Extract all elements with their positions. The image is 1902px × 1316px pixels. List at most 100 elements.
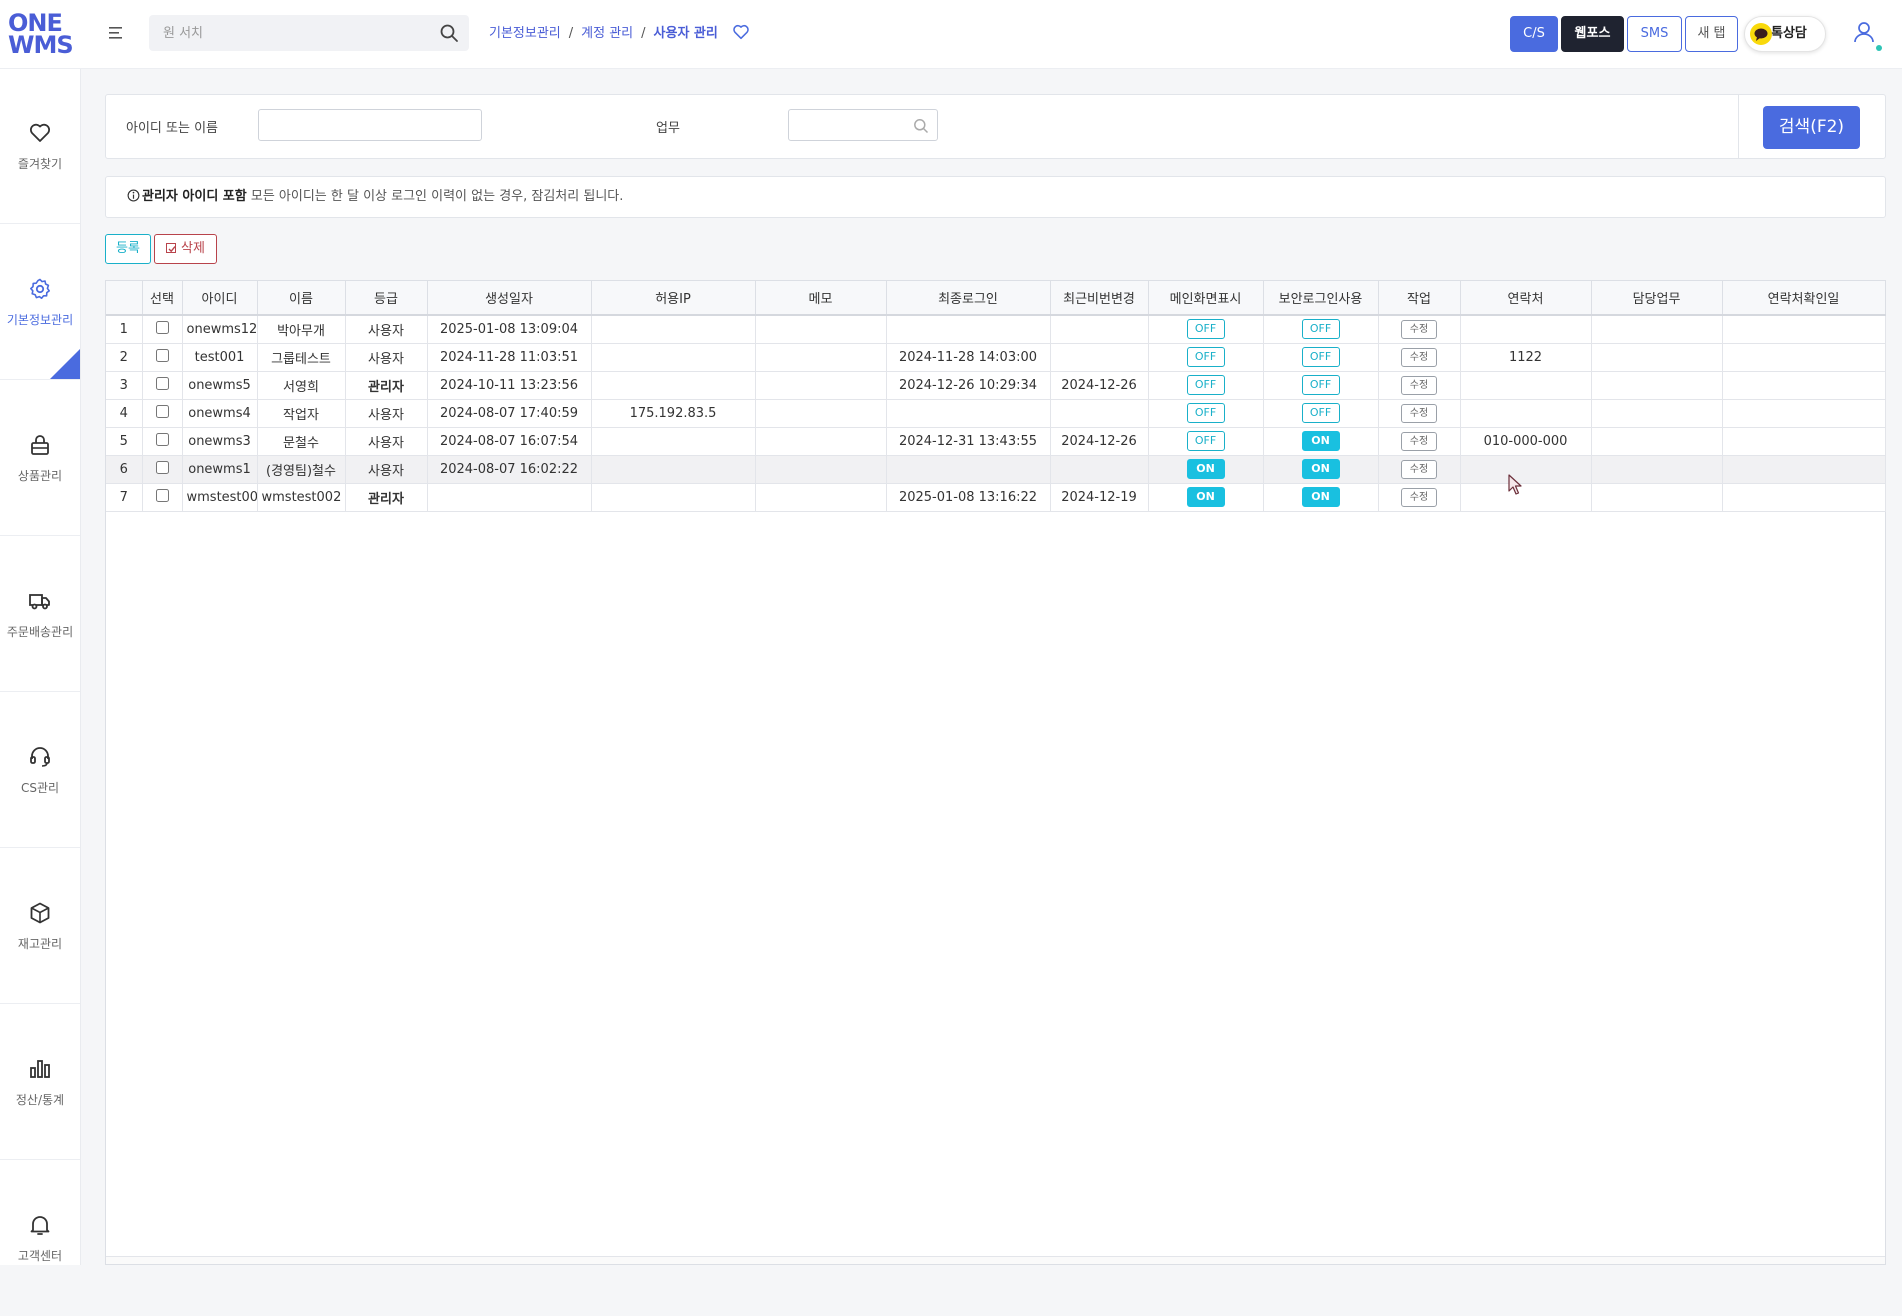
table-row[interactable]: 6 onewms1 (경영팀)철수 사용자 2024-08-07 16:02:22 ON O… bbox=[106, 455, 1886, 484]
user-profile-icon[interactable] bbox=[1852, 20, 1876, 44]
register-button[interactable]: 등록 bbox=[105, 234, 151, 264]
row-checkbox[interactable] bbox=[155, 488, 169, 502]
new-tab-button[interactable]: 새 탭 bbox=[1685, 16, 1738, 52]
table-row[interactable]: 5 onewms3 문철수 사용자 2024-08-07 16:07:54 2024-12… bbox=[106, 427, 1886, 456]
cell-id[interactable]: wmstest002 bbox=[182, 483, 258, 512]
edit-button[interactable]: 수정 bbox=[1401, 487, 1437, 507]
cell-id[interactable]: onewms12 bbox=[182, 315, 258, 344]
main_display-toggle[interactable]: OFF bbox=[1186, 319, 1225, 340]
search-icon[interactable] bbox=[439, 23, 459, 43]
sms-button[interactable]: SMS bbox=[1627, 16, 1682, 52]
secure_login-toggle[interactable]: ON bbox=[1301, 459, 1340, 479]
sidebar-item-products[interactable]: 상품관리 bbox=[0, 381, 80, 536]
col-header-grade[interactable]: 등급 bbox=[345, 281, 428, 316]
col-header-name[interactable]: 이름 bbox=[257, 281, 346, 316]
main_display-toggle[interactable]: OFF bbox=[1186, 431, 1225, 451]
cell-action: 수정 bbox=[1378, 315, 1461, 344]
sidebar-item-cs[interactable]: CS관리 bbox=[0, 693, 80, 848]
edit-button[interactable]: 수정 bbox=[1401, 459, 1437, 479]
cell-id[interactable]: onewms3 bbox=[182, 427, 258, 456]
main_display-toggle[interactable]: ON bbox=[1186, 459, 1225, 479]
sidebar-item-favorites[interactable]: 즐겨찾기 bbox=[0, 69, 80, 224]
cell-name[interactable]: 문철수 bbox=[257, 427, 346, 456]
cell-id[interactable]: onewms4 bbox=[182, 399, 258, 428]
webforce-button[interactable]: 웹포스 bbox=[1561, 16, 1624, 52]
row-checkbox[interactable] bbox=[155, 320, 169, 334]
col-header-main-display[interactable]: 메인화면표시 bbox=[1148, 281, 1264, 316]
col-header-select[interactable]: 선택 bbox=[142, 281, 183, 316]
table-row[interactable]: 4 onewms4 작업자 사용자 2024-08-07 17:40:59 175.192… bbox=[106, 399, 1886, 428]
col-header-contact-checked[interactable]: 연락처확인일 bbox=[1722, 281, 1886, 316]
edit-button[interactable]: 수정 bbox=[1401, 431, 1437, 451]
sidebar-item-orders[interactable]: 주문배송관리 bbox=[0, 537, 80, 692]
cell-id[interactable]: test001 bbox=[182, 343, 258, 372]
search-f2-button[interactable]: 검색(F2) bbox=[1763, 106, 1860, 149]
breadcrumb-item-basic-info[interactable]: 기본정보관리 bbox=[489, 26, 561, 41]
col-header-allowed-ip[interactable]: 허용IP bbox=[591, 281, 756, 316]
menu-toggle-icon[interactable] bbox=[105, 22, 127, 44]
favorite-heart-icon[interactable] bbox=[732, 23, 750, 41]
logo[interactable]: ONE WMS bbox=[8, 11, 74, 58]
task-select[interactable] bbox=[788, 109, 938, 141]
cell-pw-changed bbox=[1050, 315, 1149, 344]
global-search bbox=[149, 15, 469, 51]
edit-button[interactable]: 수정 bbox=[1401, 319, 1437, 339]
cell-action: 수정 bbox=[1378, 343, 1461, 372]
secure_login-toggle[interactable]: ON bbox=[1301, 487, 1340, 507]
edit-button[interactable]: 수정 bbox=[1401, 347, 1437, 367]
sidebar-item-settlement[interactable]: 정산/통계 bbox=[0, 1005, 80, 1160]
main_display-toggle[interactable]: OFF bbox=[1186, 375, 1225, 395]
main_display-toggle[interactable]: OFF bbox=[1186, 403, 1225, 423]
cell-name[interactable]: 작업자 bbox=[257, 399, 346, 428]
row-checkbox[interactable] bbox=[155, 460, 169, 474]
secure_login-toggle[interactable]: OFF bbox=[1301, 403, 1340, 423]
breadcrumb-item-account[interactable]: 계정 관리 bbox=[581, 26, 634, 41]
row-checkbox[interactable] bbox=[155, 404, 169, 418]
table-row[interactable]: 7wmstest002wmstest002관리자2025-01-08 13:16… bbox=[106, 483, 1886, 512]
cell-id[interactable]: onewms5 bbox=[182, 371, 258, 400]
secure_login-toggle[interactable]: OFF bbox=[1301, 347, 1340, 367]
col-header-duty[interactable]: 담당업무 bbox=[1591, 281, 1723, 316]
global-search-input[interactable] bbox=[149, 15, 419, 51]
kakao-chat-button[interactable]: 톡상담 bbox=[1744, 16, 1826, 52]
main_display-toggle[interactable]: OFF bbox=[1186, 347, 1225, 367]
secure_login-toggle[interactable]: ON bbox=[1301, 431, 1340, 451]
id-name-input[interactable] bbox=[259, 110, 481, 140]
task-input[interactable] bbox=[789, 110, 909, 140]
delete-button[interactable]: 삭제 bbox=[154, 234, 217, 264]
cell-name[interactable]: (경영팀)철수 bbox=[257, 455, 346, 484]
col-header-secure-login[interactable]: 보안로그인사용 bbox=[1263, 281, 1379, 316]
cell-name[interactable]: 그룹테스트 bbox=[257, 343, 346, 372]
col-header-action[interactable]: 작업 bbox=[1378, 281, 1461, 316]
sidebar-item-basic-info[interactable]: 기본정보관리 bbox=[0, 225, 80, 380]
cell-name[interactable]: 서영희 bbox=[257, 371, 346, 400]
sidebar-item-support[interactable]: 고객센터 bbox=[0, 1161, 80, 1316]
col-header-contact[interactable]: 연락처 bbox=[1460, 281, 1592, 316]
table-row[interactable]: 2 test001 그룹테스트 사용자 2024-11-28 11:03:51 2024-… bbox=[106, 343, 1886, 372]
headset-icon bbox=[30, 747, 50, 767]
row-checkbox[interactable] bbox=[155, 432, 169, 446]
col-header-last-login[interactable]: 최종로그인 bbox=[886, 281, 1051, 316]
col-header-created[interactable]: 생성일자 bbox=[427, 281, 592, 316]
cell-secure-login: OFF bbox=[1263, 343, 1379, 372]
cell-grade: 사용자 bbox=[345, 315, 428, 344]
cell-main-display: OFF bbox=[1148, 399, 1264, 428]
table-row[interactable]: 1 onewms12 박아무개 사용자 2025-01-08 13:09:04 OFF OF… bbox=[106, 315, 1886, 344]
col-header-id[interactable]: 아이디 bbox=[182, 281, 258, 316]
edit-button[interactable]: 수정 bbox=[1401, 403, 1437, 423]
sidebar-item-inventory[interactable]: 재고관리 bbox=[0, 849, 80, 1004]
table-row[interactable]: 3 onewms5 서영희 관리자 2024-10-11 13:23:56 2024-12… bbox=[106, 371, 1886, 400]
col-header-memo[interactable]: 메모 bbox=[755, 281, 887, 316]
col-header-pw-changed[interactable]: 최근비번변경 bbox=[1050, 281, 1149, 316]
row-checkbox[interactable] bbox=[155, 376, 169, 390]
secure_login-toggle[interactable]: OFF bbox=[1301, 319, 1340, 340]
cell-name[interactable]: 박아무개 bbox=[257, 315, 346, 344]
edit-button[interactable]: 수정 bbox=[1401, 375, 1437, 395]
secure_login-toggle[interactable]: OFF bbox=[1301, 375, 1340, 395]
main_display-toggle[interactable]: ON bbox=[1186, 487, 1225, 507]
cell-name[interactable]: wmstest002 bbox=[257, 483, 346, 512]
row-checkbox[interactable] bbox=[155, 348, 169, 362]
cell-id[interactable]: onewms1 bbox=[182, 455, 258, 484]
cs-button[interactable]: C/S bbox=[1510, 16, 1558, 52]
top-bar: ONE WMS 기본정보관리/계정 관리/사용자 관리 C/S 웹포스 SMS … bbox=[0, 0, 1902, 69]
